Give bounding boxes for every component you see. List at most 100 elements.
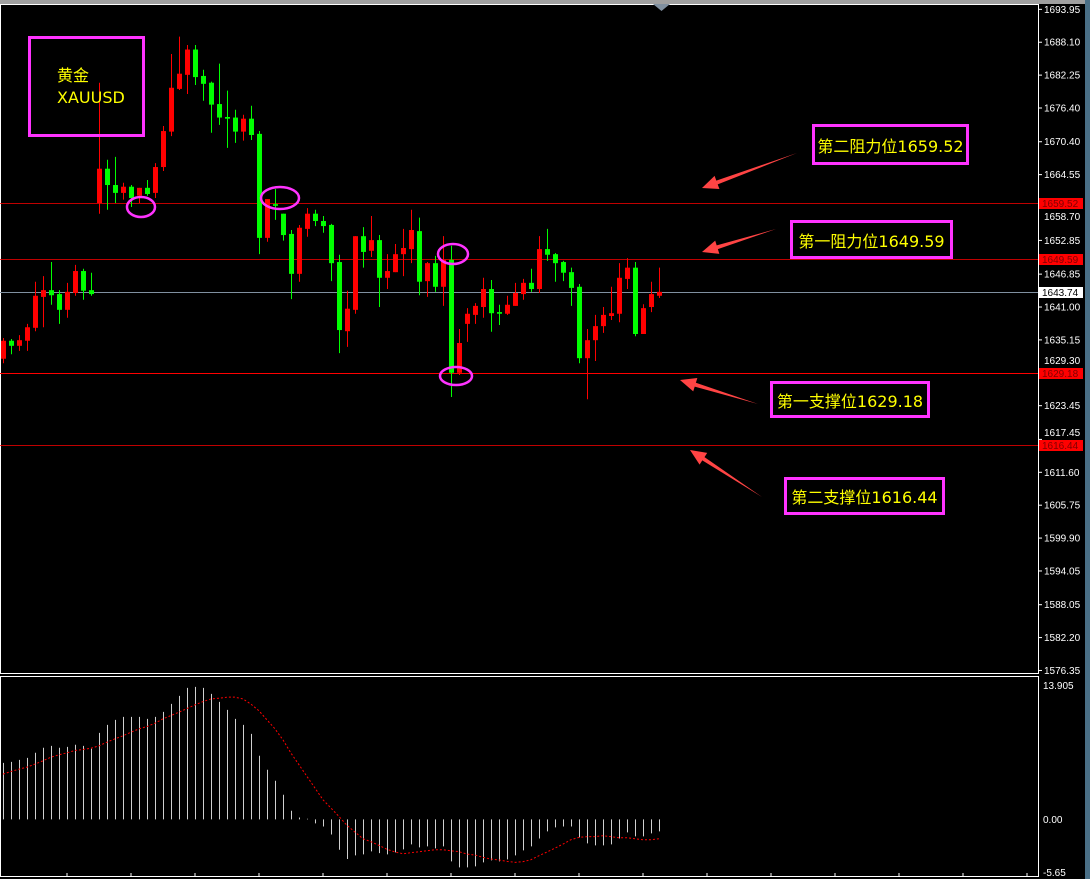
candle-down bbox=[497, 312, 502, 314]
candle-down bbox=[489, 289, 494, 314]
candle-up bbox=[161, 131, 166, 168]
candle-up bbox=[297, 227, 302, 274]
price-axis: 1693.95 1688.10 1682.25 1676.40 1670.40 1664.… bbox=[1038, 5, 1083, 677]
level-price-badge bbox=[1039, 440, 1083, 451]
candle-down bbox=[329, 224, 334, 264]
candle-up bbox=[593, 326, 598, 341]
candle-down bbox=[569, 272, 574, 288]
candle-up bbox=[169, 87, 174, 132]
candle-up bbox=[345, 308, 350, 332]
price-tick-label: 1658.70 bbox=[1044, 212, 1081, 223]
candle-up bbox=[401, 247, 406, 255]
candle-up bbox=[657, 291, 662, 296]
candle-down bbox=[49, 290, 54, 296]
candle-up bbox=[625, 267, 630, 279]
candle-down bbox=[209, 82, 214, 105]
current-price-badge bbox=[1039, 287, 1083, 298]
level-lines bbox=[0, 203, 1038, 446]
candle-up bbox=[41, 290, 46, 297]
candle-up bbox=[353, 236, 358, 310]
candle-up bbox=[137, 187, 142, 196]
candlesticks bbox=[1, 36, 662, 400]
candle-up bbox=[385, 271, 390, 278]
macd-tick-label: -5.65 bbox=[1043, 868, 1066, 879]
highlight-circle bbox=[259, 185, 301, 211]
candle-up bbox=[505, 304, 510, 314]
candle-up bbox=[521, 282, 526, 295]
arrow-icon bbox=[702, 229, 776, 254]
candle-up bbox=[25, 327, 30, 341]
candle-up bbox=[393, 254, 398, 273]
candle-up bbox=[425, 263, 430, 282]
macd-signal-line bbox=[2, 696, 660, 863]
candle-down bbox=[321, 221, 326, 227]
candle-down bbox=[577, 286, 582, 359]
candle-up bbox=[65, 291, 70, 310]
candle-down bbox=[249, 118, 254, 135]
candle-up bbox=[457, 342, 462, 373]
candle-down bbox=[217, 104, 222, 118]
price-tick-label: 1576.35 bbox=[1044, 666, 1081, 677]
candle-down bbox=[361, 236, 366, 252]
price-panel-border bbox=[0, 4, 1039, 674]
candle-down bbox=[129, 186, 134, 198]
candle-down bbox=[313, 213, 318, 222]
price-tick-label: 1623.45 bbox=[1044, 401, 1081, 412]
candle-down bbox=[529, 282, 534, 290]
macd-tick-label: 13.905 bbox=[1043, 681, 1074, 692]
candle-down bbox=[337, 262, 342, 331]
candle-down bbox=[633, 267, 638, 335]
candle-down bbox=[449, 259, 454, 373]
candle-up bbox=[369, 240, 374, 251]
level-price-badge bbox=[1039, 368, 1083, 379]
candle-down bbox=[273, 204, 278, 206]
candle-up bbox=[641, 308, 646, 335]
level-price-badge bbox=[1039, 254, 1083, 265]
candle-down bbox=[145, 187, 150, 195]
candle-up bbox=[121, 186, 126, 193]
support1-label: 第一支撑位1629.18 bbox=[770, 381, 930, 418]
candle-up bbox=[441, 259, 446, 287]
price-tick-label: 1588.05 bbox=[1044, 600, 1081, 611]
candle-up bbox=[305, 213, 310, 229]
candle-up bbox=[153, 167, 158, 193]
price-tick-label: 1670.40 bbox=[1044, 137, 1081, 148]
arrow-icon bbox=[702, 153, 797, 190]
price-tick-label: 1599.90 bbox=[1044, 534, 1081, 545]
price-tick-label: 1693.95 bbox=[1044, 5, 1081, 16]
candle-down bbox=[201, 75, 206, 84]
candle-down bbox=[233, 117, 238, 132]
candle-up bbox=[513, 292, 518, 306]
level-price-badge-text: 1629.18 bbox=[1042, 369, 1079, 380]
price-tick-label: 1629.30 bbox=[1044, 356, 1081, 367]
chart-frame bbox=[0, 4, 1039, 877]
price-tick-label: 1641.00 bbox=[1044, 303, 1081, 314]
price-tick-label: 1611.60 bbox=[1044, 468, 1080, 479]
candle-down bbox=[257, 133, 262, 238]
candle-up bbox=[609, 313, 614, 317]
candle-down bbox=[113, 185, 118, 193]
candle-down bbox=[9, 340, 14, 346]
highlight-circle bbox=[436, 242, 470, 266]
price-tick-label: 1594.05 bbox=[1044, 566, 1081, 577]
candle-up bbox=[73, 271, 78, 293]
price-tick-label: 1682.25 bbox=[1044, 71, 1081, 82]
level-price-badge bbox=[1039, 198, 1083, 209]
support2-label: 第二支撑位1616.44 bbox=[784, 477, 945, 515]
price-tick-label: 1635.15 bbox=[1044, 335, 1081, 346]
candle-up bbox=[33, 295, 38, 328]
level-price-badge-text: 1659.52 bbox=[1042, 199, 1079, 210]
candle-up bbox=[17, 340, 22, 346]
candle-down bbox=[417, 231, 422, 282]
chart-shift-marker-icon bbox=[653, 4, 670, 11]
candle-down bbox=[89, 290, 94, 295]
scrollbar[interactable] bbox=[1085, 0, 1090, 879]
candle-up bbox=[241, 118, 246, 132]
candle-up bbox=[537, 249, 542, 290]
macd-panel-border bbox=[0, 676, 1039, 877]
macd-panel: 13.905 0.00 -5.65 bbox=[2, 681, 1074, 879]
candle-down bbox=[561, 262, 566, 273]
candle-up bbox=[265, 199, 270, 238]
level-price-badge-text: 1616.44 bbox=[1042, 441, 1079, 452]
